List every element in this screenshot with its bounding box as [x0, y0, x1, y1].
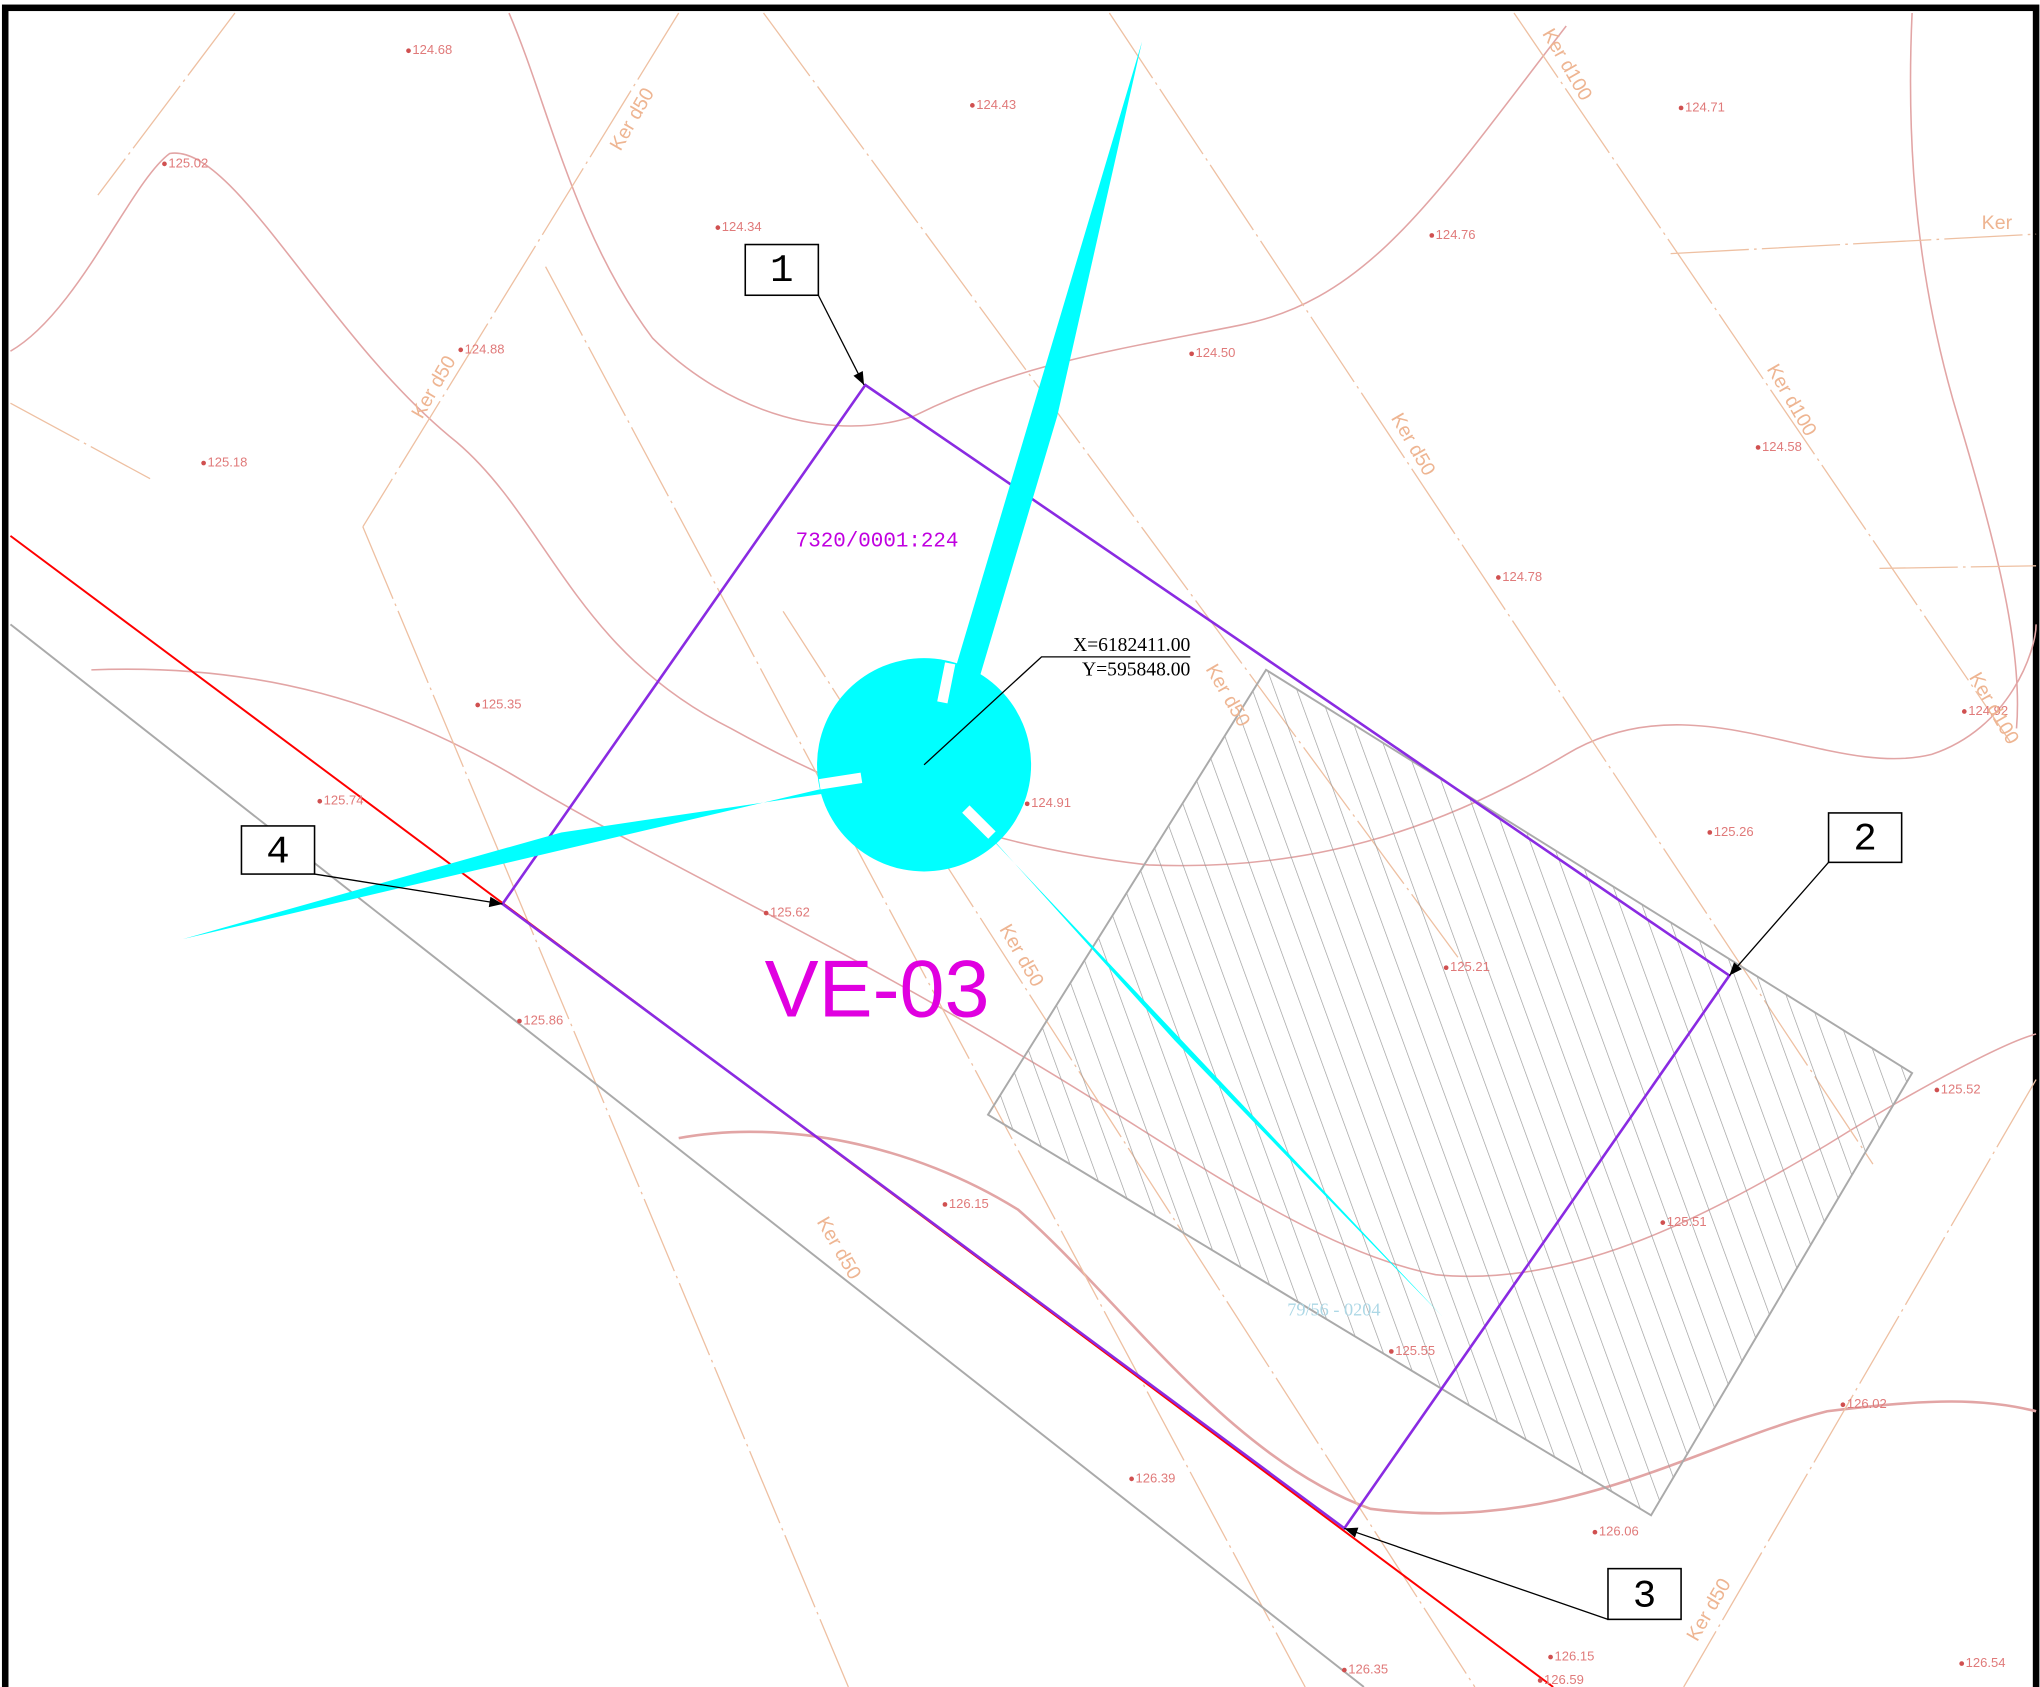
elevation-point [1129, 1477, 1134, 1482]
elevation-point [970, 103, 975, 108]
pipe-label: Ker [1982, 212, 2013, 234]
elevation-point [162, 162, 167, 167]
elevation-point [1189, 351, 1194, 356]
elevation-label: 125.74 [324, 793, 364, 808]
elevation-label: 126.06 [1599, 1524, 1639, 1539]
coordinate-y: Y=595848.00 [1082, 660, 1191, 681]
elevation-label: 124.78 [1502, 569, 1542, 584]
elevation-point [1025, 801, 1030, 806]
elevation-point [201, 461, 206, 466]
elevation-label: 126.15 [1554, 1649, 1594, 1664]
elevation-point [458, 348, 463, 353]
elevation-label: 126.35 [1348, 1662, 1388, 1677]
elevation-point [716, 225, 721, 230]
elevation-point [1679, 106, 1684, 111]
elevation-label: 124.43 [976, 97, 1016, 112]
elevation-label: 125.52 [1941, 1081, 1981, 1096]
elevation-point [1593, 1530, 1598, 1535]
elevation-point [1962, 709, 1967, 714]
elevation-point [1660, 1220, 1665, 1225]
elevation-point [1841, 1402, 1846, 1407]
elevation-label: 124.34 [722, 219, 762, 234]
elevation-label: 124.50 [1196, 345, 1236, 360]
elevation-point [764, 911, 769, 916]
elevation-label: 125.02 [168, 155, 208, 170]
elevation-label: 125.55 [1395, 1343, 1435, 1358]
turbine-id: VE-03 [765, 944, 990, 1034]
elevation-label: 126.02 [1847, 1396, 1887, 1411]
elevation-point [1935, 1088, 1940, 1093]
elevation-point [943, 1202, 948, 1207]
elevation-label: 125.21 [1450, 959, 1490, 974]
elevation-label: 125.26 [1714, 824, 1754, 839]
elevation-label: 124.76 [1436, 227, 1476, 242]
elevation-label: 124.58 [1762, 439, 1802, 454]
point-number: 4 [266, 829, 289, 874]
elevation-label: 124.68 [412, 42, 452, 57]
drawing: VE-03 7320/0001:224 79/56 - 0204 X=61824… [0, 0, 2040, 1687]
elevation-point [1429, 233, 1434, 238]
elevation-point [1548, 1655, 1553, 1660]
elevation-point [1444, 965, 1449, 970]
elevation-point [1538, 1678, 1543, 1683]
elevation-point [406, 48, 411, 53]
elevation-point [1707, 830, 1712, 835]
elevation-label: 125.86 [523, 1012, 563, 1027]
elevation-point [1496, 575, 1501, 580]
elevation-label: 125.62 [770, 905, 810, 920]
elevation-point [1342, 1668, 1347, 1673]
elevation-label: 126.39 [1136, 1470, 1176, 1485]
elevation-label: 125.35 [482, 696, 522, 711]
elevation-label: 126.15 [949, 1196, 989, 1211]
elevation-point [475, 703, 480, 708]
elevation-label: 124.91 [1031, 795, 1071, 810]
elevation-label: 126.59 [1544, 1672, 1584, 1687]
point-number: 2 [1853, 816, 1876, 861]
elevation-point [517, 1019, 522, 1024]
elevation-label: 124.71 [1685, 99, 1725, 114]
elevation-point [1389, 1349, 1394, 1354]
coordinate-x: X=6182411.00 [1073, 635, 1191, 656]
parcel-id: 7320/0001:224 [796, 531, 959, 554]
point-number: 3 [1633, 1573, 1656, 1618]
elevation-label: 125.18 [208, 454, 248, 469]
elevation-label: 124.88 [465, 341, 505, 356]
elevation-label: 126.54 [1966, 1655, 2006, 1670]
neighbor-parcel-id: 79/56 - 0204 [1287, 1299, 1380, 1319]
point-number: 1 [770, 248, 793, 293]
elevation-point [1959, 1661, 1964, 1666]
elevation-label: 125.51 [1667, 1214, 1707, 1229]
elevation-point [317, 799, 322, 804]
elevation-point [1756, 445, 1761, 450]
